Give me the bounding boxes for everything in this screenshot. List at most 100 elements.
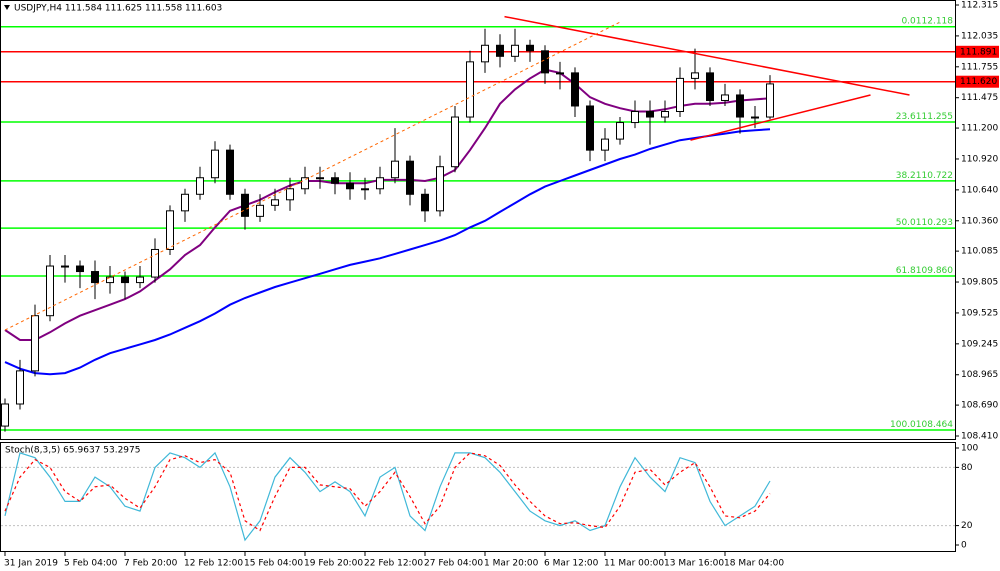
candle-body: [691, 72, 699, 79]
moving-average: [4, 128, 771, 376]
candle-body: [31, 315, 39, 372]
fib-price: 111.255: [916, 111, 953, 121]
candle-body: [571, 72, 579, 107]
candle-body: [361, 188, 369, 191]
x-tick-label: 1 Mar 20:00: [484, 559, 539, 569]
x-tick-label: 7 Feb 20:00: [124, 559, 178, 569]
price-label-box: [956, 45, 999, 58]
fib-level: 100.0: [890, 420, 916, 430]
y-tick-label: 110.640: [961, 185, 998, 195]
collapse-arrow: [4, 5, 10, 10]
candle-body: [556, 72, 564, 75]
candle-body: [436, 166, 444, 212]
y-tick-label: 100: [961, 444, 978, 454]
x-tick-label: 27 Feb 04:00: [424, 559, 483, 569]
y-tick-label: 110.085: [961, 247, 998, 257]
y-tick-label: 80: [961, 463, 973, 473]
price-panel: [0, 0, 956, 440]
candle-body: [346, 182, 354, 190]
x-tick-label: 5 Feb 04:00: [64, 559, 118, 569]
candle-body: [316, 177, 324, 180]
fib-price: 109.860: [916, 265, 953, 275]
candle-body: [256, 204, 264, 217]
candle-body: [586, 105, 594, 151]
candle-body: [16, 370, 24, 405]
candle-body: [271, 199, 279, 206]
fib-level: 0.0: [901, 16, 916, 26]
fib-level: 23.6: [896, 111, 916, 121]
fib-label: 100.0108.464: [890, 420, 953, 430]
candle-body: [241, 193, 249, 217]
trend-line: [690, 94, 871, 141]
stoch-line: [4, 452, 771, 532]
y-tick-label: 112.315: [961, 1, 998, 11]
candle-body: [391, 160, 399, 179]
candle-body: [196, 177, 204, 195]
price-label-box: [956, 75, 999, 88]
candle-body: [61, 265, 69, 268]
x-tick-label: 13 Mar 16:00: [664, 559, 724, 569]
candle-body: [286, 188, 294, 201]
y-tick-label: 20: [961, 521, 973, 531]
candle-body: [91, 271, 99, 284]
candle-body: [616, 122, 624, 140]
y-tick-label: 111.755: [961, 62, 998, 72]
candle-body: [481, 44, 489, 63]
candle-body: [676, 77, 684, 113]
candle-body: [166, 210, 174, 250]
candle-body: [511, 44, 519, 57]
candle-body: [226, 149, 234, 195]
indicator-title: Stoch(8,3,5) 65.9637 53.2975: [5, 446, 140, 456]
trend-line: [4, 21, 621, 331]
candle-body: [541, 50, 549, 74]
candle-body: [181, 193, 189, 212]
candle-body: [76, 265, 84, 273]
stoch-line: [4, 451, 771, 542]
y-tick-label: 108.690: [961, 401, 998, 411]
price-label: 111.891: [960, 47, 997, 57]
candle-body: [136, 276, 144, 284]
candle-body: [706, 72, 714, 101]
candle-body: [406, 160, 414, 195]
y-tick-label: 109.525: [961, 308, 998, 318]
x-tick-label: 15 Feb 04:00: [244, 559, 303, 569]
candle-body: [376, 177, 384, 190]
candle-body: [496, 44, 504, 57]
x-tick-label: 19 Feb 20:00: [304, 559, 363, 569]
candle-body: [151, 248, 159, 278]
y-tick-label: 108.965: [961, 370, 998, 380]
candle-body: [631, 111, 639, 124]
fib-price: 110.293: [916, 218, 953, 228]
candle-body: [601, 138, 609, 151]
y-tick-label: 108.410: [961, 432, 998, 442]
x-tick-label: 22 Feb 12:00: [364, 559, 423, 569]
candle-body: [1, 403, 9, 427]
candle-body: [661, 111, 669, 118]
trend-line: [504, 15, 910, 96]
fib-label: 38.2110.722: [896, 170, 953, 180]
fib-price: 110.722: [916, 170, 953, 180]
y-tick-label: 111.475: [961, 93, 998, 103]
candle-body: [106, 276, 114, 284]
candle-body: [211, 149, 219, 179]
y-tick-label: 109.245: [961, 339, 998, 349]
x-tick-label: 6 Mar 12:00: [544, 559, 599, 569]
y-tick-label: 110.360: [961, 216, 998, 226]
fib-level: 50.0: [896, 218, 916, 228]
y-tick-label: 110.920: [961, 154, 998, 164]
moving-average: [4, 68, 771, 341]
fib-level: 61.8: [896, 265, 916, 275]
x-tick-label: 31 Jan 2019: [4, 559, 58, 569]
fib-level: 38.2: [896, 170, 916, 180]
x-tick-label: 18 Mar 04:00: [724, 559, 784, 569]
candle-body: [451, 116, 459, 168]
candle-body: [751, 116, 759, 119]
price-label: 111.620: [960, 77, 997, 87]
stoch-panel: [0, 442, 956, 552]
candle-body: [646, 111, 654, 118]
y-tick-label: 112.035: [961, 31, 998, 41]
fib-price: 108.464: [916, 420, 953, 430]
chart-title: USDJPY,H4 111.584 111.625 111.558 111.60…: [14, 4, 222, 14]
